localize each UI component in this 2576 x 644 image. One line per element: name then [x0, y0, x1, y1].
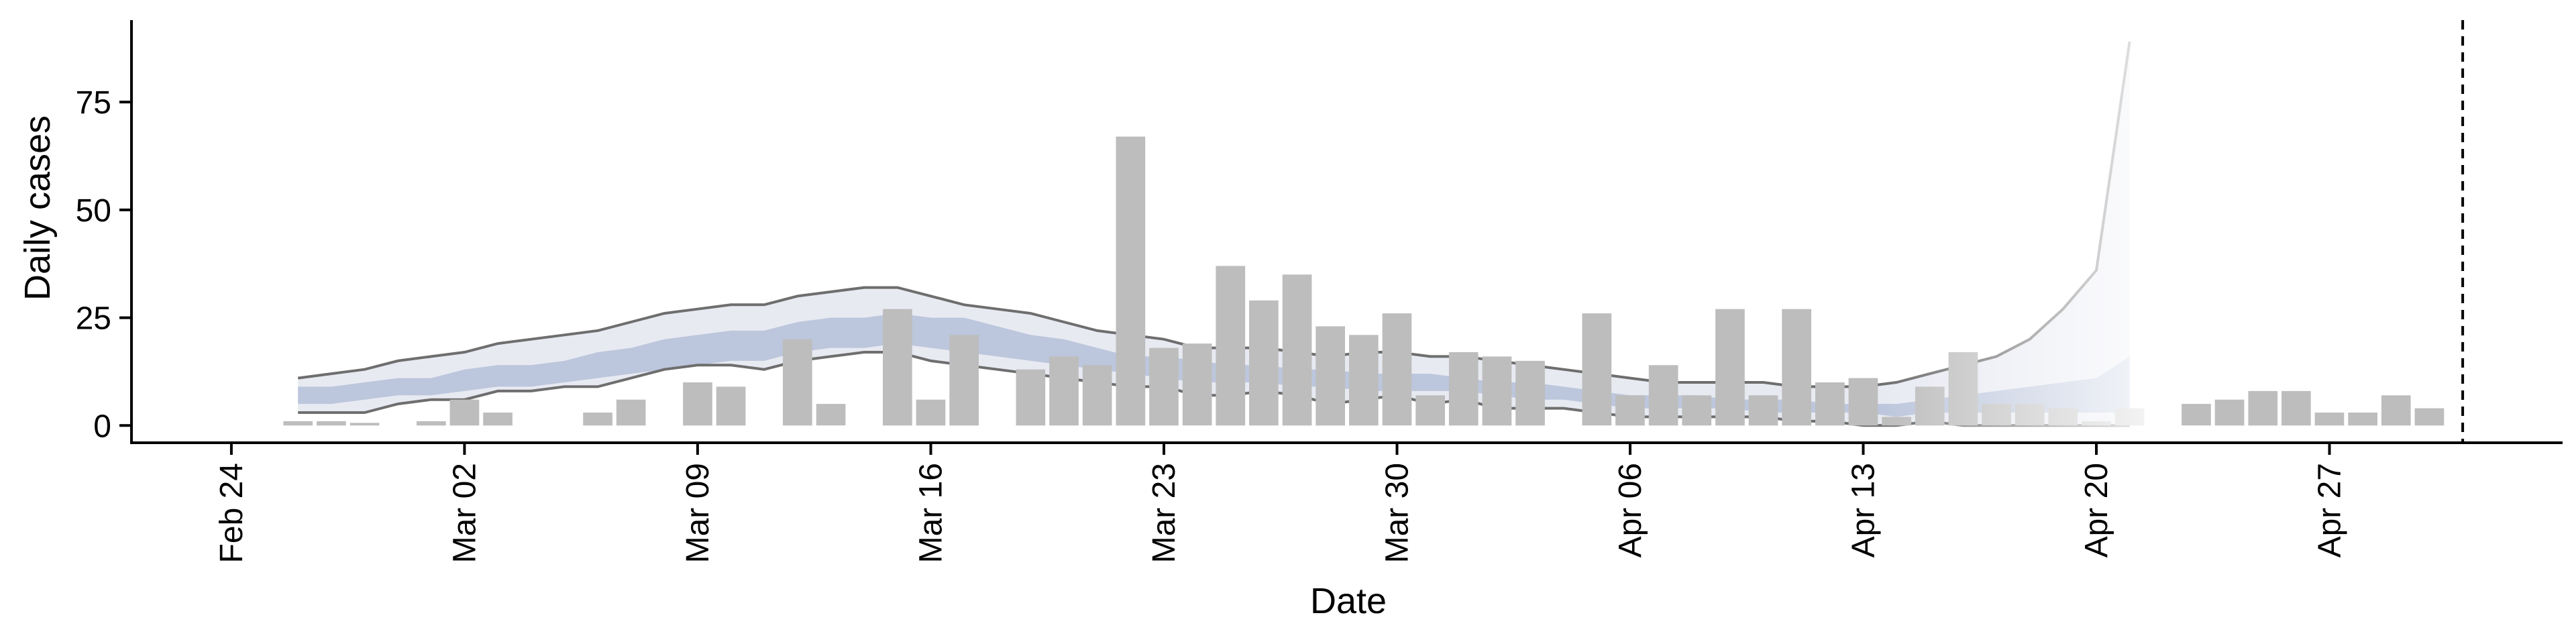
y-tick-label: 75: [76, 85, 111, 121]
daily-case-bar: [949, 335, 979, 426]
daily-case-bar: [583, 413, 612, 426]
daily-case-bar: [1682, 395, 1712, 426]
daily-case-bar: [2182, 404, 2211, 426]
x-tick-label: Apr 06: [1613, 463, 1648, 557]
daily-case-bar: [1182, 343, 1212, 426]
daily-case-bar: [417, 421, 446, 426]
daily-case-bar: [1016, 369, 1046, 426]
daily-case-bar: [2381, 395, 2411, 426]
daily-case-bar: [1349, 335, 1379, 426]
daily-case-bar: [449, 399, 480, 426]
daily-case-bar: [1316, 326, 1345, 426]
daily-case-bar: [350, 423, 380, 426]
daily-case-bar: [1116, 136, 1146, 426]
daily-case-bar: [2214, 399, 2245, 426]
axis-ticks: 0 25 50 75 Feb 24 Mar 02 Mar 09 Mar 16 Mar 23 Mar…: [76, 85, 2348, 563]
x-tick-label: Apr 20: [2079, 463, 2114, 557]
daily-case-bar: [883, 309, 912, 426]
daily-case-bar: [2314, 413, 2345, 426]
axes: [130, 20, 2563, 444]
forecast-fade-overlay: [1880, 20, 2147, 427]
daily-case-bar: [1382, 313, 1412, 426]
daily-case-bar: [1448, 352, 1479, 426]
daily-case-bar: [2248, 390, 2278, 426]
daily-case-bar: [1748, 395, 1778, 426]
y-tick-label: 0: [93, 409, 111, 444]
y-tick-label: 25: [76, 301, 111, 337]
inner-credible-band: [298, 313, 2130, 417]
daily-case-bar: [1815, 382, 1845, 426]
daily-case-bar: [2348, 413, 2377, 426]
daily-case-bar: [1249, 300, 1279, 426]
x-tick-label: Mar 09: [680, 463, 716, 563]
x-tick-label: Mar 16: [914, 463, 949, 563]
daily-case-bar: [1415, 395, 1445, 426]
daily-case-bar: [2282, 390, 2311, 426]
x-tick-label: Mar 30: [1380, 463, 1415, 563]
y-axis-title: Daily cases: [17, 115, 58, 301]
daily-case-bar: [716, 386, 746, 426]
daily-case-bar: [1049, 356, 1079, 426]
daily-case-bar: [816, 404, 846, 426]
y-tick-label: 50: [76, 193, 111, 229]
daily-case-bar: [1648, 365, 1678, 426]
daily-case-bar: [1715, 309, 1745, 426]
forecast-fade: [1880, 20, 2147, 427]
daily-case-bar: [1782, 309, 1811, 426]
outer-credible-band: [298, 42, 2130, 426]
x-tick-label: Apr 13: [1846, 463, 1882, 557]
daily-case-bar: [317, 421, 346, 426]
daily-case-bar: [916, 399, 946, 426]
daily-case-bar: [1216, 266, 1246, 426]
plot-area: [283, 20, 2465, 443]
daily-case-bar: [683, 382, 712, 426]
daily-case-bar: [616, 399, 646, 426]
daily-case-bar: [1582, 313, 1612, 426]
x-tick-label: Mar 23: [1146, 463, 1182, 563]
outer-band-upper-line: [297, 41, 2131, 388]
x-axis-title: Date: [1310, 581, 1387, 621]
x-tick-label: Mar 02: [447, 463, 482, 563]
daily-case-bar: [483, 413, 513, 426]
daily-case-bar: [283, 421, 313, 426]
daily-case-bar: [1082, 365, 1112, 426]
daily-case-bar: [1515, 360, 1545, 426]
daily-case-bar: [1482, 356, 1512, 426]
uncertainty-bands: [297, 41, 2131, 427]
daily-case-bar: [783, 339, 812, 426]
daily-case-bar: [1149, 347, 1179, 426]
daily-case-bar: [1615, 395, 1645, 426]
daily-case-bar: [1848, 378, 1878, 426]
x-tick-label: Apr 27: [2312, 463, 2348, 557]
x-tick-label: Feb 24: [214, 463, 250, 563]
daily-case-bar: [1282, 274, 1312, 426]
daily-case-bar: [2414, 408, 2445, 426]
